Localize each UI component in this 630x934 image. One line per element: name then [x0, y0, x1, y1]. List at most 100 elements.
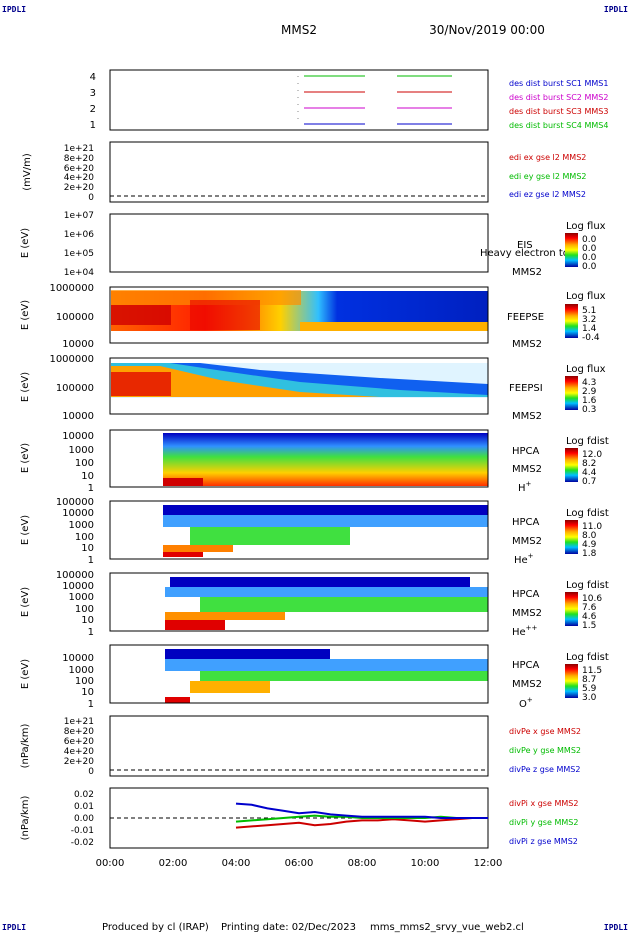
divpi-ytick-label: 0.01: [74, 802, 94, 812]
hpca-o-cbar-0: 11.5: [582, 666, 602, 676]
hpca-h-cbar-2: 4.4: [582, 468, 597, 478]
header-spacecraft: MMS2: [281, 23, 317, 37]
hpca-o-cbar-1: 8.7: [582, 675, 596, 685]
hpca-he-ytick-3: 100: [75, 532, 94, 543]
hpca-he-cbar-title: Log fdist: [566, 508, 609, 519]
hpca-hepp-ytick-3: 100: [75, 604, 94, 615]
divpi-ytick-label: -0.02: [71, 838, 94, 848]
x-tick-label: 10:00: [411, 858, 440, 869]
divpe-ytick-5: 0: [88, 767, 94, 777]
hpca-he-cbar-2: 4.9: [582, 540, 597, 550]
x-tick-label: 08:00: [348, 858, 377, 869]
hpca-he-ytick-4: 10: [81, 543, 94, 554]
feepsi-colorbar: [565, 376, 578, 410]
eis-cbar-3: 0.0: [582, 262, 597, 272]
x-tick-label: 12:00: [474, 858, 503, 869]
panel-hpca-heplusplus: E (eV) 100000 10000 1000 100 10 1 HPCA M…: [20, 570, 609, 638]
hpca-he-ytick-0: 100000: [56, 497, 94, 508]
x-tick-label: 06:00: [285, 858, 314, 869]
timeline-ytick-1: 1: [90, 120, 96, 131]
hpca-h-cbar-0: 12.0: [582, 450, 602, 460]
hpca-o-instrument: HPCA: [512, 660, 540, 671]
hpca-o-cbar-3: 3.0: [582, 693, 597, 703]
feepsi-ytick-2: 10000: [62, 411, 94, 422]
hpca-h-cbar-3: 0.7: [582, 477, 596, 487]
eis-sc: MMS2: [512, 267, 542, 278]
feepse-sc: MMS2: [512, 339, 542, 350]
hpca-h-ylabel: E (eV): [20, 443, 31, 473]
feepse-cbar-1: 3.2: [582, 315, 596, 325]
panel-burst-timeline: 4 3 2 1 des dist burst SC1 MMS1 des dist…: [90, 69, 608, 131]
eis-ytick-2: 1e+05: [64, 249, 94, 259]
edi-ytick-2: 6e+20: [64, 164, 95, 174]
eis-cbar-title: Log flux: [566, 221, 606, 232]
hpca-hepp-ytick-1: 10000: [62, 581, 94, 592]
timeline-legend-sc1: des dist burst SC1 MMS1: [509, 79, 608, 88]
timeline-ytick-2: 2: [90, 104, 96, 115]
hpca-hepp-cbar-0: 10.6: [582, 594, 602, 604]
hpca-o-ylabel: E (eV): [20, 659, 31, 689]
hpca-hepp-cbar-3: 1.5: [582, 621, 596, 631]
feepsi-ytick-1: 100000: [56, 383, 94, 394]
divpe-legend-z: divPe z gse MMS2: [509, 765, 580, 774]
hpca-o-ytick-0: 10000: [62, 653, 94, 664]
panel-divpi: 0.02 0.01 0.00 -0.01 -0.02 (nPa/km) divPi x …: [20, 787, 578, 849]
feepse-ytick-0: 1000000: [49, 283, 94, 294]
header-datetime: 30/Nov/2019 00:00: [429, 23, 545, 37]
feepse-ytick-2: 10000: [62, 339, 94, 350]
hpca-o-species: O+: [519, 696, 533, 710]
eis-cbar-0: 0.0: [582, 235, 597, 245]
hpca-h-ytick-3: 10: [81, 471, 94, 482]
panel-hpca-oplus: E (eV) 10000 1000 100 10 1 HPCA MMS2 O+ …: [20, 644, 609, 710]
eis-cbar-1: 0.0: [582, 244, 597, 254]
hpca-o-ytick-3: 10: [81, 687, 94, 698]
hpca-h-ytick-1: 1000: [69, 445, 94, 456]
panel-hpca-heplus: E (eV) 100000 10000 1000 100 10 1 HPCA M…: [20, 497, 609, 566]
divpi-legend-z: divPi z gse MMS2: [509, 837, 578, 846]
divpi-legend-y: divPi y gse MMS2: [509, 818, 578, 827]
panel-feepsi: E (eV) 1000000 100000 10000 FEEPSI MMS2 …: [20, 354, 606, 422]
hpca-he-ytick-1: 10000: [62, 508, 94, 519]
hpca-h-instrument: HPCA: [512, 446, 540, 457]
feepse-cbar-title: Log flux: [566, 291, 606, 302]
divpe-legend-y: divPe y gse MMS2: [509, 746, 581, 755]
hpca-o-ytick-4: 1: [88, 699, 94, 710]
hpca-h-ytick-2: 100: [75, 458, 94, 469]
hpca-hepp-ytick-0: 100000: [56, 570, 94, 581]
hpca-he-ylabel: E (eV): [20, 515, 31, 545]
corner-tag-top-right: IPDLI: [603, 5, 628, 14]
hpca-hepp-species: He++: [512, 624, 538, 638]
hpca-hepp-cbar-2: 4.6: [582, 612, 597, 622]
feepse-ylabel: E (eV): [20, 300, 31, 330]
edi-ytick-1: 8e+20: [64, 154, 95, 164]
hpca-o-cbar-title: Log fdist: [566, 652, 609, 663]
hpca-hepp-cbar-title: Log fdist: [566, 580, 609, 591]
panel-feepse: E (eV) 1000000 100000 10000 FEEPSE MMS2 …: [20, 283, 606, 350]
corner-tag-bottom-right: IPDLI: [603, 923, 628, 932]
hpca-o-ytick-1: 1000: [69, 665, 94, 676]
hpca-he-instrument: HPCA: [512, 517, 540, 528]
edi-legend-ex: edi ex gse l2 MMS2: [509, 153, 586, 162]
feepsi-ytick-0: 1000000: [49, 354, 94, 365]
edi-ytick-5: 0: [88, 193, 94, 203]
feepsi-cbar-2: 1.6: [582, 396, 597, 406]
eis-ytick-1: 1e+06: [64, 230, 95, 240]
divpe-ytick-0: 1e+21: [64, 717, 94, 727]
hpca-h-colorbar: [565, 448, 578, 482]
corner-tag-top-left: IPDLI: [2, 5, 27, 14]
panel-eis: E (eV) 1e+07 1e+06 1e+05 1e+04 EIS Heavy…: [20, 211, 606, 278]
hpca-hepp-spectrogram: [200, 597, 488, 612]
divpe-ytick-4: 2e+20: [64, 757, 95, 767]
eis-ytick-3: 1e+04: [64, 268, 95, 278]
hpca-he-cbar-3: 1.8: [582, 549, 597, 559]
hpca-hepp-ytick-2: 1000: [69, 592, 94, 603]
divpe-ylabel: (nPa/km): [20, 724, 31, 769]
timeline-legend-sc2: des dist burst SC2 MMS2: [509, 93, 608, 102]
hpca-o-sc: MMS2: [512, 679, 542, 690]
timeline-ytick-3: 3: [90, 88, 96, 99]
feepsi-cbar-0: 4.3: [582, 378, 596, 388]
feepse-cbar-3: -0.4: [582, 333, 600, 343]
feepse-cbar-2: 1.4: [582, 324, 597, 334]
hpca-h-sc: MMS2: [512, 464, 542, 475]
footer-printing: Printing date: 02/Dec/2023: [221, 922, 356, 933]
